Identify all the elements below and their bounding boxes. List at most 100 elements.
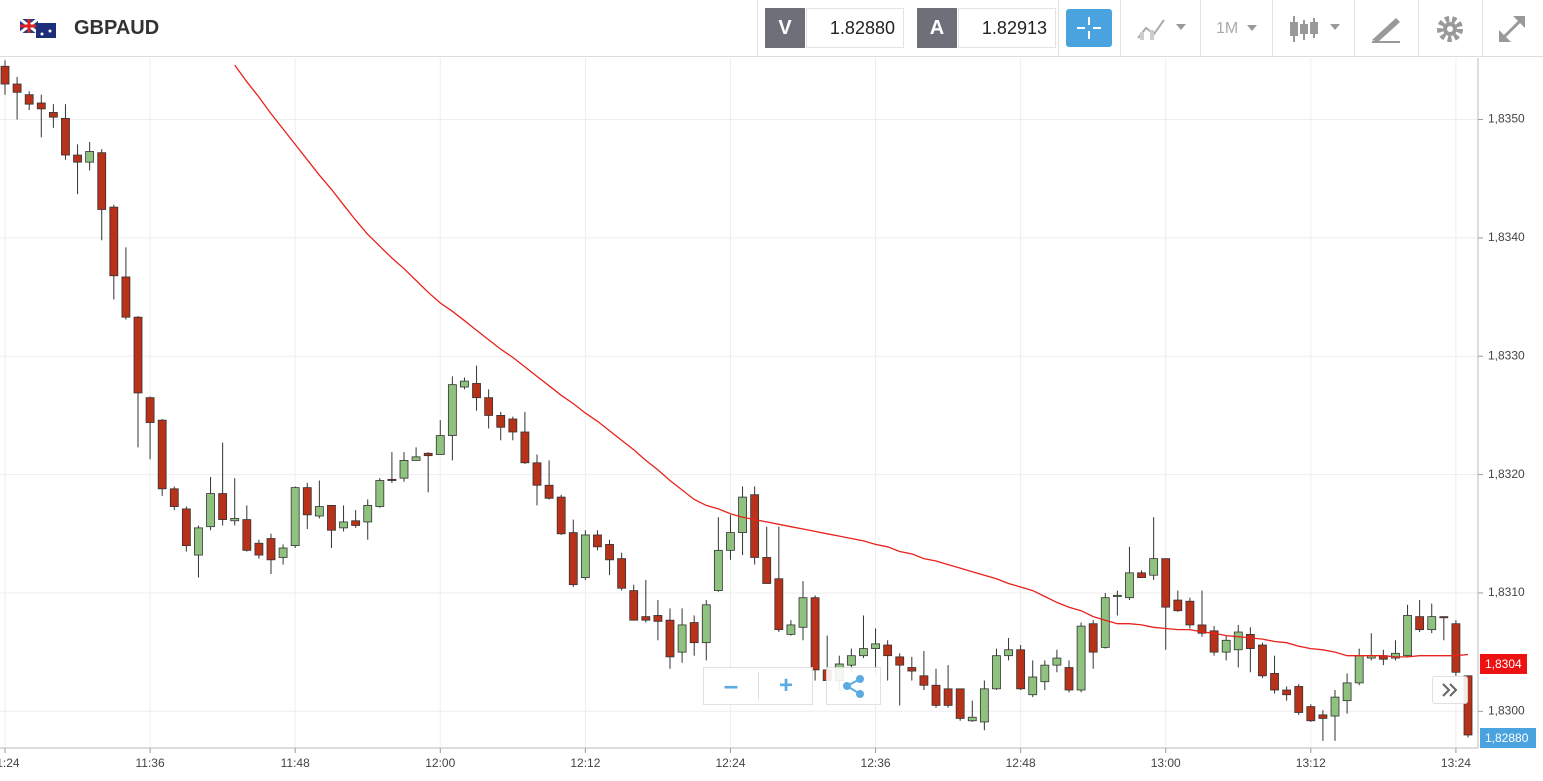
candle-body [1391, 652, 1400, 659]
candle-body [1318, 714, 1328, 719]
candle-body [786, 624, 796, 635]
candle-body [1197, 624, 1207, 634]
candle-body [460, 380, 469, 388]
candle-body [1064, 667, 1074, 691]
y-tick-label: 1,8310 [1488, 585, 1525, 599]
separator [1120, 0, 1121, 57]
zoom-out[interactable]: – [723, 670, 739, 700]
candle-body [496, 415, 506, 428]
candle-body [157, 419, 167, 490]
candle-body [1100, 597, 1110, 648]
candle-body [544, 484, 554, 499]
x-tick-label: 13:12 [1296, 756, 1326, 770]
candle-body [580, 534, 590, 578]
candle-body [955, 688, 965, 719]
y-tick-label: 1,8320 [1488, 467, 1525, 481]
candle-body [36, 102, 46, 110]
ask-label[interactable]: A [917, 8, 957, 48]
toolbar: GBPAUD V 1.82880 A 1.82913 1M [0, 0, 1543, 57]
candle-body [665, 619, 675, 658]
candle-body [1016, 649, 1026, 690]
candle-body [750, 494, 760, 558]
x-tick-label: 13:24 [1441, 756, 1471, 770]
candle-body [713, 549, 723, 591]
candle-body [871, 643, 880, 649]
x-tick-label: 12:00 [425, 756, 455, 770]
candle-body [629, 590, 639, 621]
candle-body [1403, 615, 1412, 657]
candle-body [846, 655, 856, 666]
period-button[interactable]: 1M [1216, 20, 1239, 37]
candle-body [73, 154, 82, 163]
candle-body [447, 384, 457, 436]
candle-body [411, 456, 421, 461]
candle-body [1040, 664, 1050, 683]
candle-body [1282, 689, 1292, 696]
candle-body [1088, 623, 1098, 653]
candle-body [387, 478, 397, 481]
bid-price: 1.82880 [806, 8, 904, 48]
price-tag-label: 1,82880 [1485, 731, 1529, 745]
candle-body [605, 544, 614, 561]
candle-body [593, 534, 602, 548]
candle-body [677, 624, 687, 653]
candle-body [1112, 594, 1122, 597]
separator [1354, 0, 1355, 57]
x-tick-label: 12:48 [1006, 756, 1036, 770]
scroll-icon [1442, 683, 1458, 697]
candle-body [810, 597, 820, 671]
candle-body [97, 152, 107, 210]
candle-body [943, 688, 953, 706]
candle-body [726, 532, 735, 551]
candle-body [1270, 673, 1279, 691]
candle-body [121, 276, 131, 318]
candle-body [1245, 633, 1255, 649]
candle-body [351, 520, 361, 526]
zoom-controls: – + [703, 667, 813, 705]
candle-body [641, 616, 651, 621]
x-tick-label: 12:36 [861, 756, 891, 770]
candle-body [738, 496, 747, 533]
candle-body [375, 480, 385, 507]
candle-body [1028, 676, 1038, 696]
crosshair-button[interactable] [1066, 9, 1112, 47]
separator [1272, 0, 1273, 57]
candle-body [568, 532, 578, 586]
candle-body [895, 656, 905, 666]
candle-body [1221, 639, 1231, 653]
candle-body [907, 667, 917, 672]
y-tick-label: 1,8340 [1488, 230, 1525, 244]
candle-body [254, 542, 264, 556]
candle-body [181, 508, 191, 547]
candle-body [1173, 599, 1183, 612]
candle-body [133, 316, 143, 394]
scroll-right-button[interactable] [1432, 676, 1468, 704]
candle-body [24, 94, 34, 105]
chart-type-button[interactable] [1288, 12, 1348, 46]
x-tick-label: 13:00 [1151, 756, 1181, 770]
settings-button[interactable] [1435, 14, 1465, 44]
candle-body [1306, 706, 1316, 722]
separator [758, 672, 759, 700]
candle-body [859, 648, 868, 657]
candle-body [399, 460, 409, 479]
candle-body [1451, 623, 1461, 673]
candle-body [1149, 558, 1159, 576]
candle-body [1233, 631, 1243, 651]
drawing-button[interactable] [1370, 14, 1404, 44]
candle-body [967, 716, 977, 722]
bid-label[interactable]: V [765, 8, 805, 48]
fullscreen-button[interactable] [1497, 14, 1527, 44]
separator [1418, 0, 1419, 57]
share-button[interactable] [826, 667, 881, 705]
indicator-button[interactable] [1136, 14, 1196, 44]
candle-body [327, 504, 336, 531]
zoom-in[interactable]: + [778, 672, 793, 699]
separator [1200, 0, 1201, 57]
candle-body [919, 675, 929, 686]
candle-body [206, 493, 215, 528]
candle-body [61, 117, 70, 156]
candle-body [701, 604, 711, 644]
price-tag-label: 1,8304 [1485, 657, 1522, 671]
